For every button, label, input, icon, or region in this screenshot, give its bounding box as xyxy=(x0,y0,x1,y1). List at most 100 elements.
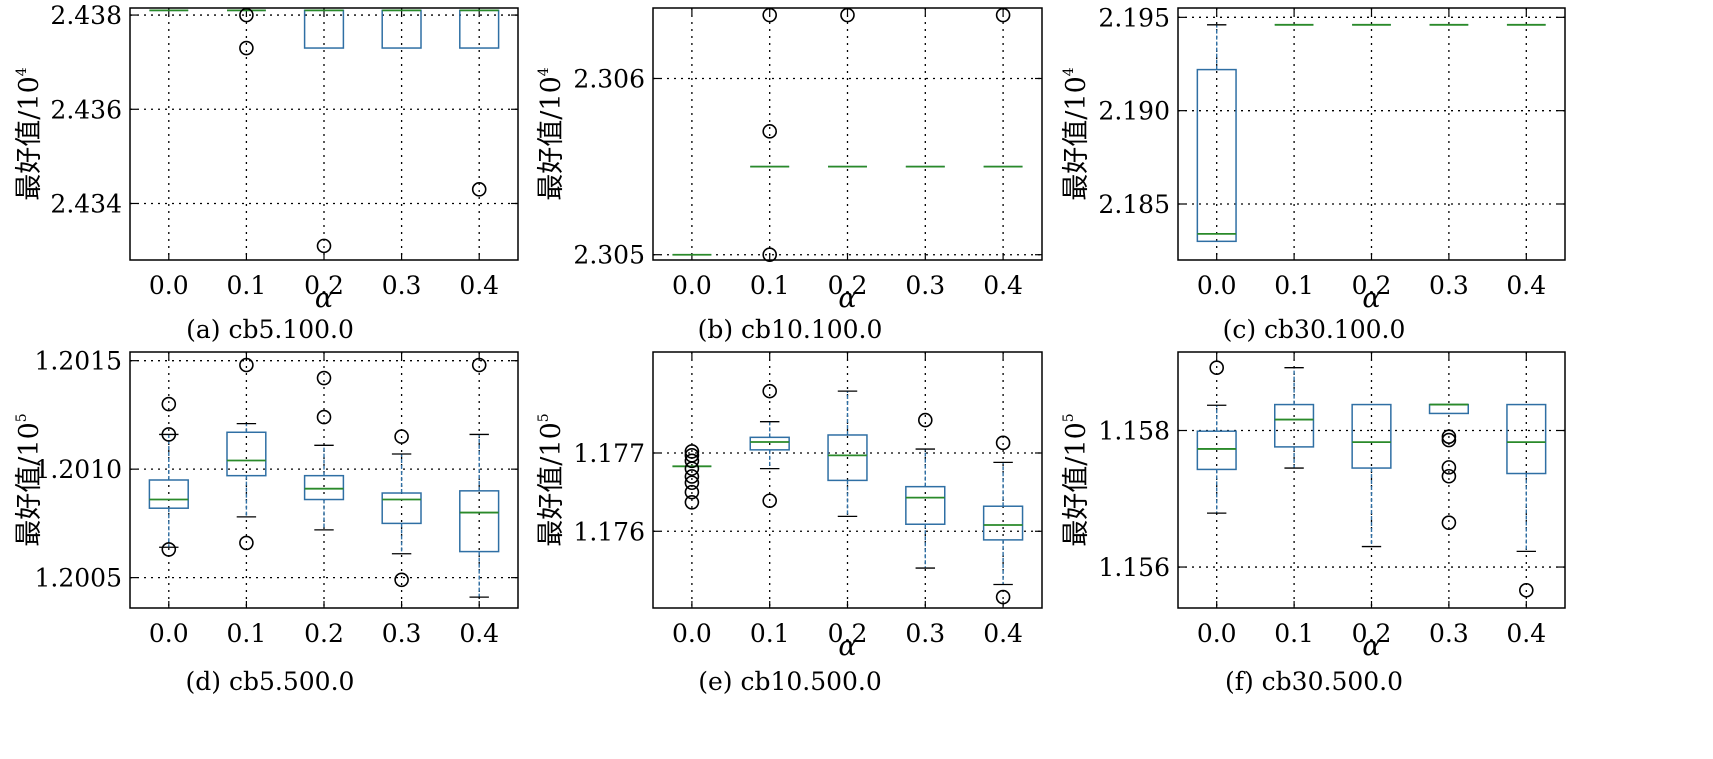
y-tick-label: 1.2015 xyxy=(35,347,122,376)
y-tick-label: 2.436 xyxy=(50,95,122,124)
x-tick-label: 0.1 xyxy=(1274,619,1314,648)
y-tick-label: 2.434 xyxy=(50,189,122,218)
x-tick-label: 0.2 xyxy=(1352,271,1392,300)
y-tick-label: 1.2005 xyxy=(35,564,122,593)
y-tick-label: 1.176 xyxy=(573,517,645,546)
flier-point xyxy=(394,429,409,444)
axes-frame xyxy=(1177,7,1566,261)
flier-point xyxy=(239,535,254,551)
x-axis-label: α xyxy=(838,283,856,314)
x-axis-label: α xyxy=(838,631,856,662)
x-tick-label: 0.0 xyxy=(1197,271,1237,300)
x-axis-label: α xyxy=(1362,631,1380,662)
x-axis-label: α xyxy=(1362,283,1380,314)
x-tick-label: 0.0 xyxy=(149,271,189,300)
box-body xyxy=(381,492,422,525)
panel-caption: (a) cb5.100.0 xyxy=(186,315,354,344)
box-4 xyxy=(1506,403,1547,598)
flier-point xyxy=(1441,460,1457,475)
box-2 xyxy=(303,9,345,254)
axes-frame xyxy=(129,351,519,609)
box-body xyxy=(905,485,946,525)
y-axis-label: 最好值/104 xyxy=(1061,67,1092,200)
chart-panel-0: 2.434 2.436 2.438 0.0 0.1 0.2 0.3 0.4 α 最好值/104 (a… xyxy=(14,1,519,344)
x-axis-label: α xyxy=(315,283,333,314)
y-axis-label: 最好值/105 xyxy=(14,413,45,546)
y-tick-label: 2.306 xyxy=(573,64,645,93)
flier-point xyxy=(161,427,177,442)
chart-panel-1: 2.305 2.306 0.0 0.1 0.2 0.3 0.4 α 最好值/104 (b) cb1… xyxy=(536,7,1043,344)
x-tick-label: 0.0 xyxy=(672,271,712,300)
axes-frame xyxy=(652,7,1043,261)
chart-panel-5: 1.156 1.158 0.0 0.1 0.2 0.3 0.4 α 最好值/105 (f) cb3… xyxy=(1061,351,1566,696)
x-tick-label: 0.3 xyxy=(1429,619,1469,648)
x-tick-label: 0.3 xyxy=(382,271,422,300)
flier-point xyxy=(471,182,487,197)
chart-panel-3: 1.2005 1.2010 1.2015 0.0 0.1 0.2 0.3 0.4 最好值/105… xyxy=(14,347,519,696)
y-axis-label-text: 最好值/10 xyxy=(536,76,567,200)
box-2 xyxy=(1351,403,1392,548)
y-axis-label-exponent: 4 xyxy=(14,67,30,76)
x-tick-label: 0.1 xyxy=(1274,271,1314,300)
box-body xyxy=(303,474,345,501)
y-axis-label: 最好值/104 xyxy=(14,67,45,200)
x-tick-label: 0.0 xyxy=(149,619,189,648)
flier-point xyxy=(394,572,409,588)
panel-caption: (b) cb10.100.0 xyxy=(698,315,883,344)
panel-caption: (f) cb30.500.0 xyxy=(1225,667,1403,696)
flier-point xyxy=(1441,468,1457,484)
flier-point xyxy=(995,435,1011,451)
x-tick-label: 0.1 xyxy=(227,619,267,648)
box-0 xyxy=(672,444,712,510)
y-axis-label-text: 最好值/10 xyxy=(14,76,45,200)
flier-point xyxy=(762,247,778,263)
flier-point xyxy=(762,493,778,509)
y-axis-label-text: 最好值/10 xyxy=(536,422,567,546)
box-4 xyxy=(459,9,500,197)
axes-frame xyxy=(129,7,519,261)
box-body xyxy=(1196,430,1237,471)
y-axis-label-exponent: 4 xyxy=(1061,67,1077,76)
y-axis-label-text: 最好值/10 xyxy=(1061,76,1092,200)
x-tick-label: 0.3 xyxy=(905,619,945,648)
x-tick-label: 0.4 xyxy=(459,619,499,648)
axes-frame xyxy=(1177,351,1566,609)
box-4 xyxy=(459,357,500,598)
x-tick-label: 0.4 xyxy=(983,619,1023,648)
flier-point xyxy=(684,448,700,463)
flier-point xyxy=(239,357,254,373)
box-1 xyxy=(226,357,267,551)
box-body xyxy=(982,505,1024,541)
panel-caption: (e) cb10.500.0 xyxy=(698,667,882,696)
box-0 xyxy=(1196,24,1237,243)
y-axis-label-text: 最好值/10 xyxy=(1061,422,1092,546)
flier-point xyxy=(1441,515,1457,530)
flier-point xyxy=(995,589,1011,605)
box-3 xyxy=(1428,403,1470,530)
y-axis-label: 最好值/104 xyxy=(536,67,567,200)
flier-point xyxy=(1441,429,1457,444)
x-tick-label: 0.4 xyxy=(1506,271,1546,300)
flier-point xyxy=(684,495,700,510)
x-tick-label: 0.1 xyxy=(750,619,790,648)
chart-panel-2: 2.185 2.190 2.195 0.0 0.1 0.2 0.3 0.4 α 最好值/104 (c… xyxy=(1061,3,1566,344)
flier-point xyxy=(762,124,778,139)
box-0 xyxy=(148,396,189,557)
panel-caption: (c) cb30.100.0 xyxy=(1223,315,1406,344)
flier-point xyxy=(316,409,332,425)
flier-point xyxy=(316,370,332,386)
x-tick-label: 0.2 xyxy=(828,271,868,300)
x-tick-label: 0.3 xyxy=(905,271,945,300)
x-tick-label: 0.1 xyxy=(750,271,790,300)
x-tick-label: 0.2 xyxy=(828,619,868,648)
box-4 xyxy=(982,435,1024,605)
flier-point xyxy=(1519,582,1534,598)
x-tick-label: 0.2 xyxy=(1352,619,1392,648)
flier-point xyxy=(161,542,177,557)
y-tick-label: 2.185 xyxy=(1098,190,1170,219)
y-axis-label-text: 最好值/10 xyxy=(14,422,45,546)
y-tick-label: 2.195 xyxy=(1098,3,1170,32)
x-tick-label: 0.3 xyxy=(1429,271,1469,300)
x-tick-label: 0.2 xyxy=(304,271,344,300)
